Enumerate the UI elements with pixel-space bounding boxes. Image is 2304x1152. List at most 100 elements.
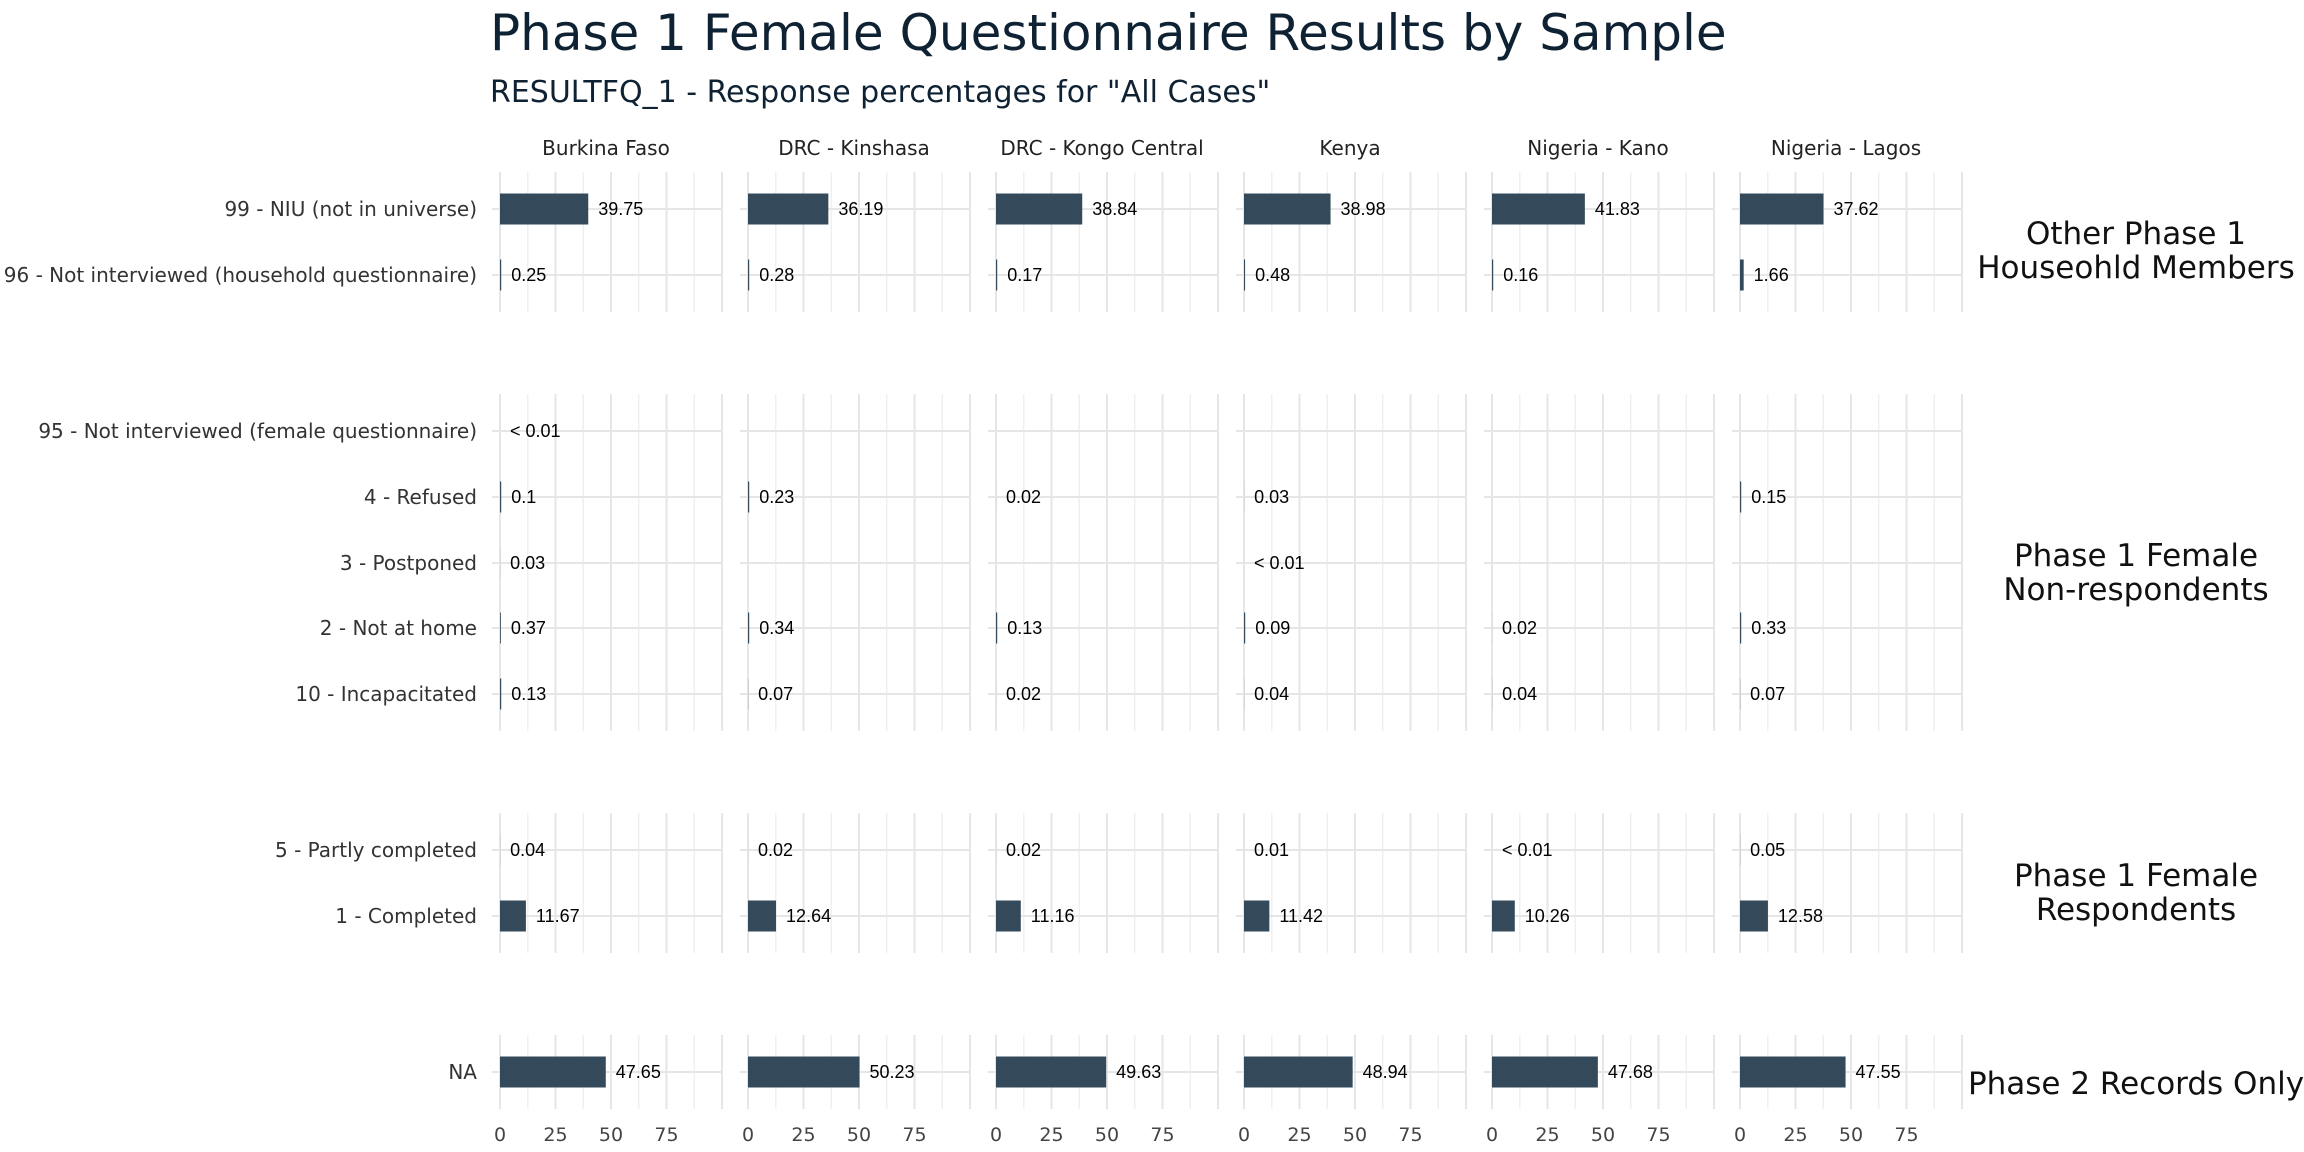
- data-label: 0.02: [1502, 618, 1537, 638]
- data-label: 0.13: [511, 684, 546, 704]
- data-label: 12.58: [1778, 906, 1823, 926]
- group-label: Houseohld Members: [1977, 250, 2295, 286]
- data-label: 0.15: [1751, 487, 1786, 507]
- x-tick-label: 50: [1839, 1124, 1863, 1146]
- bar: [1740, 259, 1744, 291]
- bar: [1740, 612, 1742, 644]
- x-tick-label: 50: [847, 1124, 871, 1146]
- data-label: 41.83: [1595, 199, 1640, 219]
- data-label: 0.04: [1502, 684, 1537, 704]
- data-label: 0.48: [1255, 265, 1290, 285]
- x-tick-label: 50: [1343, 1124, 1367, 1146]
- data-label: 11.67: [536, 906, 580, 926]
- bar: [748, 481, 750, 513]
- bar: [1492, 193, 1585, 225]
- data-label: 0.02: [758, 840, 793, 860]
- bar: [748, 900, 777, 932]
- data-label: 0.17: [1007, 265, 1042, 285]
- chart-subtitle: RESULTFQ_1 - Response percentages for "A…: [490, 75, 1270, 110]
- facet-title: DRC - Kinshasa: [778, 136, 930, 160]
- data-label: 0.1: [511, 487, 536, 507]
- data-label: 0.03: [1254, 487, 1289, 507]
- data-label: 10.26: [1525, 906, 1570, 926]
- bar: [500, 678, 502, 710]
- facet-title: DRC - Kongo Central: [1000, 136, 1203, 160]
- bar: [996, 259, 998, 291]
- data-label: 37.62: [1834, 199, 1879, 219]
- category-label: 5 - Partly completed: [275, 838, 477, 862]
- x-tick-label: 0: [1238, 1124, 1250, 1146]
- data-label: 0.13: [1007, 618, 1042, 638]
- data-label: 0.02: [1006, 487, 1041, 507]
- bar: [748, 259, 750, 291]
- bar: [1244, 259, 1246, 291]
- category-label: NA: [448, 1060, 477, 1084]
- x-tick-label: 0: [990, 1124, 1002, 1146]
- x-tick-label: 75: [654, 1124, 678, 1146]
- bar: [500, 481, 502, 513]
- group-label: Other Phase 1: [2026, 216, 2246, 252]
- bar: [1492, 1056, 1598, 1088]
- data-label: 47.65: [616, 1062, 661, 1082]
- data-label: 0.37: [511, 618, 546, 638]
- data-label: 0.01: [1254, 840, 1289, 860]
- data-label: 0.04: [510, 840, 545, 860]
- bar: [996, 900, 1021, 932]
- x-tick-label: 0: [494, 1124, 506, 1146]
- data-label: < 0.01: [1254, 553, 1305, 573]
- bar: [1492, 259, 1494, 291]
- plot-area: Burkina Faso DRC - Kinshasa DRC - Kongo Ce…: [4, 136, 2304, 1146]
- bar: [1244, 1056, 1353, 1088]
- data-label: 0.34: [759, 618, 794, 638]
- data-label: 0.05: [1750, 840, 1785, 860]
- data-label: 1.66: [1754, 265, 1789, 285]
- category-label: 96 - Not interviewed (household question…: [4, 263, 477, 287]
- data-label: 0.02: [1006, 684, 1041, 704]
- facet-title: Kenya: [1319, 136, 1380, 160]
- x-tick-label: 50: [1095, 1124, 1119, 1146]
- x-tick-label: 75: [1398, 1124, 1422, 1146]
- group-label: Non-respondents: [2003, 572, 2268, 608]
- data-label: 0.23: [759, 487, 794, 507]
- group-label: Respondents: [2036, 892, 2236, 928]
- category-label: 1 - Completed: [335, 904, 477, 928]
- data-label: < 0.01: [1502, 840, 1553, 860]
- data-label: 0.02: [1006, 840, 1041, 860]
- facet-title: Nigeria - Kano: [1527, 136, 1668, 160]
- bar: [1740, 900, 1768, 932]
- data-label: 0.33: [1751, 618, 1786, 638]
- x-tick-label: 25: [543, 1124, 567, 1146]
- x-tick-label: 0: [1486, 1124, 1498, 1146]
- bar: [1244, 612, 1246, 644]
- x-tick-label: 0: [1734, 1124, 1746, 1146]
- category-label: 99 - NIU (not in universe): [224, 197, 477, 221]
- category-label: 4 - Refused: [364, 485, 477, 509]
- data-label: 0.04: [1254, 684, 1289, 704]
- data-label: 0.25: [511, 265, 546, 285]
- category-label: 10 - Incapacitated: [295, 682, 477, 706]
- category-label: 2 - Not at home: [320, 616, 477, 640]
- bar: [1244, 900, 1270, 932]
- x-tick-label: 25: [1783, 1124, 1807, 1146]
- facet-title: Nigeria - Lagos: [1771, 136, 1921, 160]
- bar: [500, 193, 589, 225]
- data-label: 48.94: [1363, 1062, 1408, 1082]
- bar: [748, 193, 829, 225]
- bar: [996, 1056, 1107, 1088]
- data-label: 0.07: [758, 684, 793, 704]
- data-label: 49.63: [1116, 1062, 1161, 1082]
- data-label: < 0.01: [510, 421, 561, 441]
- bar: [996, 612, 998, 644]
- chart-title: Phase 1 Female Questionnaire Results by …: [490, 4, 1727, 62]
- bar: [500, 612, 501, 644]
- data-label: 47.68: [1608, 1062, 1653, 1082]
- x-tick-label: 50: [1591, 1124, 1615, 1146]
- group-label: Phase 1 Female: [2014, 538, 2258, 574]
- x-tick-label: 25: [1039, 1124, 1063, 1146]
- facet-title: Burkina Faso: [542, 136, 670, 160]
- data-label: 36.19: [838, 199, 883, 219]
- data-label: 38.84: [1092, 199, 1137, 219]
- bar: [500, 259, 502, 291]
